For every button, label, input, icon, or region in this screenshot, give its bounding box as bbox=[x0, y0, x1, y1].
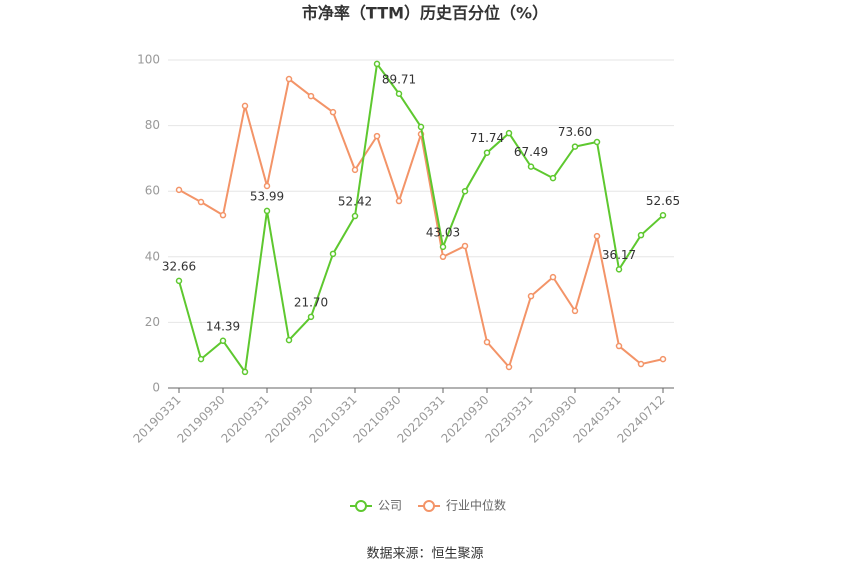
point bbox=[219, 211, 227, 219]
point bbox=[351, 166, 359, 174]
point bbox=[527, 163, 535, 170]
point bbox=[417, 123, 425, 131]
value-label: 36.17 bbox=[602, 248, 636, 262]
point bbox=[593, 232, 601, 240]
point bbox=[197, 355, 205, 363]
point bbox=[615, 266, 623, 273]
point bbox=[505, 363, 513, 371]
series-line bbox=[178, 61, 664, 375]
point bbox=[439, 243, 447, 251]
y-tick-label: 80 bbox=[145, 118, 160, 132]
value-label: 89.71 bbox=[382, 72, 416, 86]
point bbox=[373, 132, 381, 140]
y-tick-label: 20 bbox=[145, 315, 160, 329]
value-label: 21.70 bbox=[294, 295, 328, 309]
point bbox=[263, 207, 271, 215]
point bbox=[263, 182, 271, 190]
value-label: 71.74 bbox=[470, 131, 504, 145]
point bbox=[285, 75, 293, 83]
point bbox=[549, 273, 557, 281]
point bbox=[659, 355, 667, 363]
point bbox=[461, 242, 469, 250]
point bbox=[637, 360, 645, 368]
y-tick-label: 100 bbox=[137, 53, 160, 67]
value-label: 43.03 bbox=[426, 225, 460, 239]
point bbox=[241, 102, 249, 110]
point bbox=[175, 186, 183, 194]
legend-label: 公司 bbox=[378, 499, 402, 513]
point bbox=[241, 368, 249, 376]
point bbox=[527, 292, 535, 300]
point bbox=[483, 149, 491, 156]
x-tick-label: 20240712 bbox=[615, 393, 668, 446]
point bbox=[615, 342, 623, 350]
legend-label: 行业中位数 bbox=[446, 498, 506, 513]
point bbox=[395, 90, 403, 98]
value-label: 53.99 bbox=[250, 189, 284, 203]
point bbox=[219, 337, 227, 345]
point bbox=[285, 336, 293, 344]
point bbox=[505, 129, 513, 137]
point bbox=[373, 60, 381, 68]
y-tick-label: 0 bbox=[152, 381, 160, 395]
point bbox=[483, 338, 491, 346]
point bbox=[329, 108, 337, 116]
point bbox=[395, 197, 403, 205]
y-tick-label: 40 bbox=[145, 249, 160, 263]
point bbox=[197, 198, 205, 206]
chart-title: 市净率（TTM）历史百分位（%） bbox=[302, 4, 548, 23]
value-label: 32.66 bbox=[162, 259, 196, 273]
point bbox=[571, 143, 579, 150]
point bbox=[593, 138, 601, 146]
point bbox=[659, 212, 667, 219]
point bbox=[307, 313, 315, 321]
point bbox=[307, 92, 315, 100]
point bbox=[637, 231, 645, 239]
point bbox=[571, 307, 579, 315]
legend-marker bbox=[423, 500, 436, 512]
value-label: 52.65 bbox=[646, 194, 680, 208]
point bbox=[439, 253, 447, 261]
value-label: 73.60 bbox=[558, 125, 592, 139]
legend-marker bbox=[355, 500, 367, 512]
point bbox=[549, 174, 557, 182]
value-label: 67.49 bbox=[514, 145, 548, 159]
point bbox=[329, 250, 337, 258]
value-label: 14.39 bbox=[206, 319, 240, 333]
value-label: 52.42 bbox=[338, 195, 372, 209]
point bbox=[175, 277, 183, 285]
y-tick-label: 60 bbox=[145, 184, 160, 198]
source: 数据来源：恒生聚源 bbox=[366, 547, 483, 562]
point bbox=[351, 212, 359, 220]
point bbox=[461, 187, 469, 195]
